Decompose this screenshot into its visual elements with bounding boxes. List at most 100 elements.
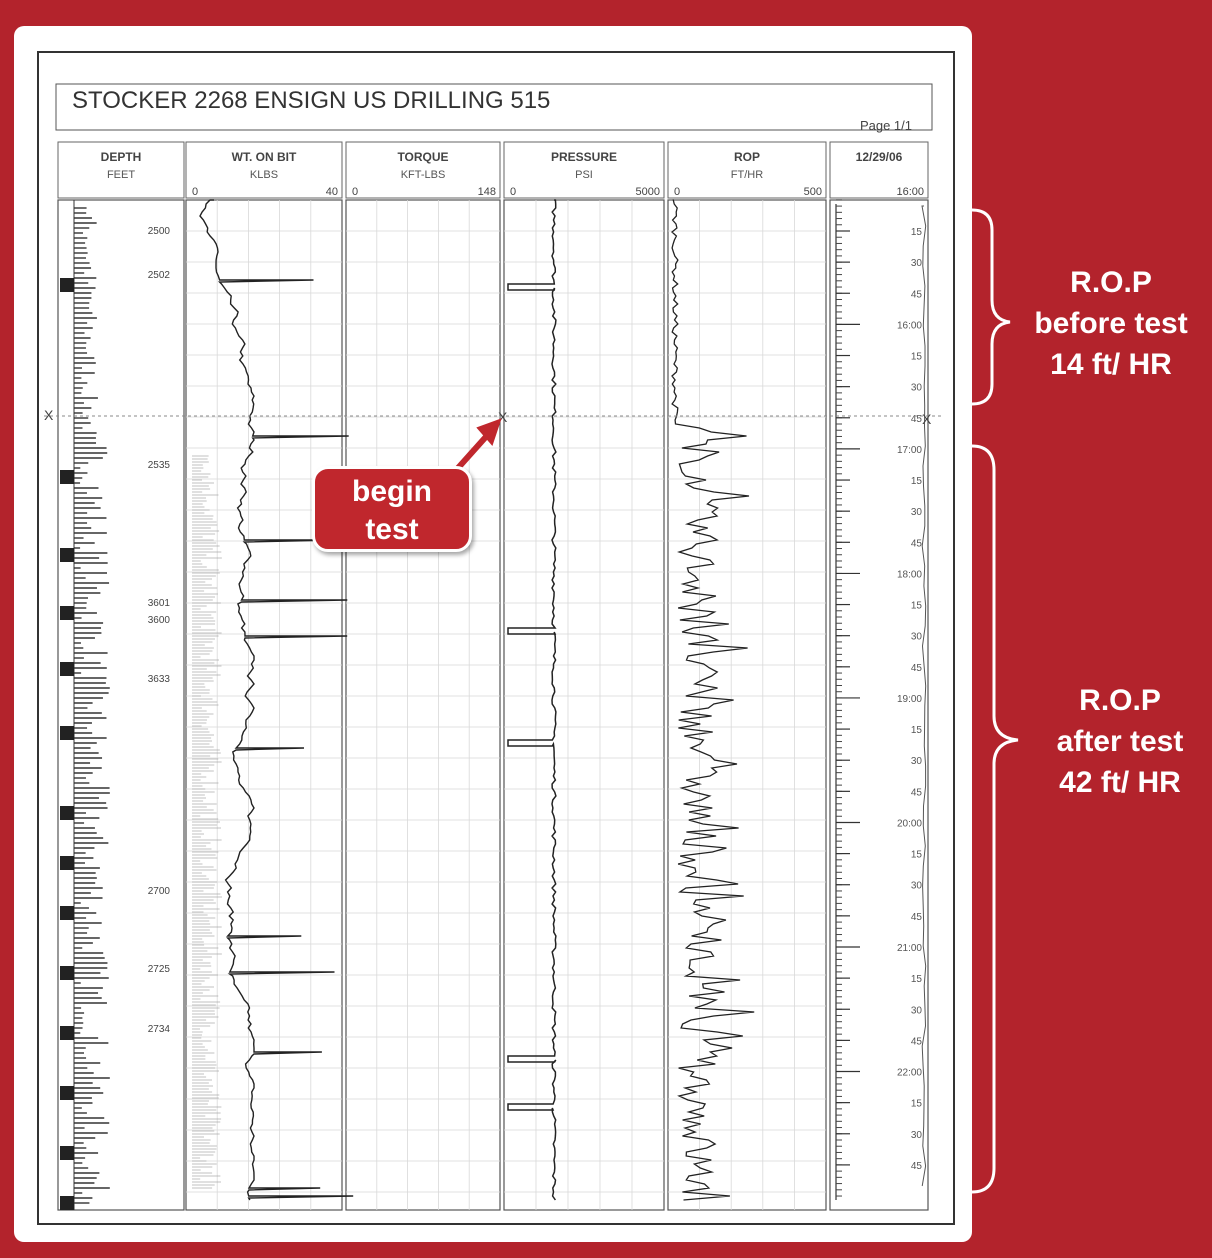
depth-label-9: 2734: [148, 1024, 171, 1035]
track-max-2: 40: [326, 186, 338, 198]
depth-label-3: 2535: [148, 460, 171, 471]
track-unit-2: KLBS: [250, 169, 278, 181]
bracket-before-test: [971, 208, 1011, 406]
depth-label-2: 2502: [148, 270, 171, 281]
begin-test-callout: begin test: [312, 466, 472, 552]
time-label-5: 15: [911, 352, 923, 363]
depth-block-9: [60, 906, 74, 920]
pressure-trace: [507, 199, 557, 1201]
time-label-1: 15: [911, 227, 923, 238]
track-unit-5: FT/HR: [731, 169, 763, 181]
time-label-28: 22:00: [897, 1068, 922, 1079]
track-header-4: [503, 141, 665, 199]
rop-after-line-1: R.O.P: [1079, 684, 1161, 717]
track-min-4: 0: [510, 186, 516, 198]
track-header-3: [345, 141, 501, 199]
track-max-4: 5000: [636, 186, 660, 198]
depth-block-14: [60, 1196, 74, 1210]
time-label-10: 30: [911, 507, 923, 518]
wob-trace: [199, 199, 354, 1201]
track-frame-2: [185, 199, 343, 1211]
time-label-12: 18:00: [897, 569, 922, 580]
track-name-3: TORQUE: [397, 150, 448, 164]
time-label-2: 30: [911, 258, 923, 269]
depth-block-11: [60, 1026, 74, 1040]
time-label-13: 15: [911, 601, 923, 612]
depth-label-4: 3601: [148, 598, 171, 609]
rop-before-line-3: 14 ft/ HR: [1050, 348, 1172, 381]
track-frame-3: [345, 199, 501, 1211]
page-number: Page 1/1: [860, 118, 912, 133]
time-label-17: 15: [911, 725, 923, 736]
wob-shading: [192, 455, 222, 1189]
callout-line-1: begin: [352, 475, 432, 508]
rop-trace: [671, 199, 755, 1201]
log-sheet: STOCKER 2268 ENSIGN US DRILLING 515 Page …: [14, 26, 972, 1242]
depth-block-1: [60, 278, 74, 292]
track-header-2: [185, 141, 343, 199]
depth-block-2: [60, 470, 74, 484]
track-unit-4: PSI: [575, 169, 593, 181]
time-label-3: 45: [911, 289, 923, 300]
track-name-5: ROP: [734, 150, 760, 164]
test-start-mark-center: X: [498, 409, 508, 425]
rop-after-label: R.O.P after test 42 ft/ HR: [1030, 680, 1210, 803]
track-min-5: 0: [674, 186, 680, 198]
title-box: [55, 83, 933, 131]
depth-block-3: [60, 548, 74, 562]
depth-block-8: [60, 856, 74, 870]
depth-label-8: 2725: [148, 964, 171, 975]
time-label-25: 15: [911, 974, 923, 985]
time-label-23: 45: [911, 912, 923, 923]
rop-before-line-2: before test: [1034, 307, 1188, 340]
depth-block-13: [60, 1146, 74, 1160]
rop-before-label: R.O.P before test 14 ft/ HR: [1016, 262, 1206, 385]
track-name-6: 12/29/06: [856, 150, 903, 164]
track-unit-1: FEET: [107, 169, 135, 181]
callout-line-2: test: [365, 513, 419, 546]
track-name-1: DEPTH: [101, 150, 142, 164]
track-frame-6: [829, 199, 929, 1211]
time-label-9: 15: [911, 476, 923, 487]
track-min-3: 0: [352, 186, 358, 198]
time-label-29: 15: [911, 1099, 923, 1110]
time-label-31: 45: [911, 1161, 923, 1172]
time-label-27: 45: [911, 1036, 923, 1047]
time-label-14: 30: [911, 632, 923, 643]
track-min-2: 0: [192, 186, 198, 198]
depth-block-5: [60, 662, 74, 676]
test-start-mark-right: X: [922, 411, 932, 427]
track-header-5: [667, 141, 827, 199]
depth-block-12: [60, 1086, 74, 1100]
track-unit-3: KFT-LBS: [401, 169, 446, 181]
time-recorder-line: [921, 205, 927, 1187]
depth-label-7: 2700: [148, 886, 171, 897]
time-label-22: 30: [911, 881, 923, 892]
time-label-18: 30: [911, 756, 923, 767]
time-label-6: 30: [911, 383, 923, 394]
chart-title: STOCKER 2268 ENSIGN US DRILLING 515: [72, 87, 550, 114]
time-label-26: 30: [911, 1005, 923, 1016]
depth-block-4: [60, 606, 74, 620]
track-max-6: 16:00: [896, 186, 924, 198]
track-frame-4: [503, 199, 665, 1211]
time-label-16: 19:00: [897, 694, 922, 705]
bracket-after-test: [971, 444, 1019, 1194]
depth-label-5: 3600: [148, 615, 171, 626]
depth-block-6: [60, 726, 74, 740]
time-label-11: 45: [911, 538, 923, 549]
time-label-8: 17:00: [897, 445, 922, 456]
time-label-15: 45: [911, 663, 923, 674]
track-name-2: WT. ON BIT: [232, 150, 297, 164]
time-label-30: 30: [911, 1130, 923, 1141]
rop-after-line-2: after test: [1056, 725, 1184, 758]
time-label-20: 20:00: [897, 818, 922, 829]
test-start-mark-left: X: [44, 407, 54, 423]
rop-after-line-3: 42 ft/ HR: [1059, 766, 1181, 799]
time-label-4: 16:00: [897, 320, 922, 331]
drilling-log-chart: STOCKER 2268 ENSIGN US DRILLING 515 Page …: [37, 51, 955, 1225]
callout-arrow-head: [476, 418, 502, 446]
depth-label-1: 2500: [148, 226, 171, 237]
time-label-21: 15: [911, 850, 923, 861]
